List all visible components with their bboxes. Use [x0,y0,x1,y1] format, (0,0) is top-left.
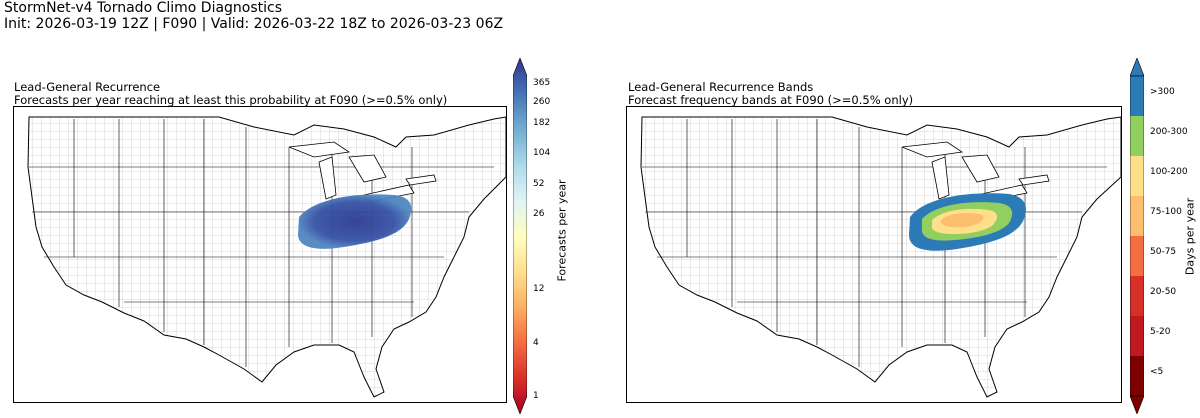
cb-tick-26: 26 [533,209,545,219]
band-100-200: 100-200 [1150,167,1188,177]
state-borders-right [642,119,1107,367]
right-colorbar-label: Days per year [1183,197,1197,276]
right-map [626,106,1122,403]
figure-title: StormNet-v4 Tornado Climo Diagnostics [4,0,283,16]
right-colorbar-ticks: >300 200-300 100-200 75-100 50-75 20-50 … [1145,70,1188,410]
right-panel-title: Lead-General Recurrence Bands Forecast f… [628,81,913,107]
cb-tick-365: 365 [533,78,551,88]
left-panel-title-line2: Forecasts per year reaching at least thi… [14,93,448,107]
left-panel-title: Lead-General Recurrence Forecasts per ye… [14,81,447,107]
great-lakes-right [901,141,1050,203]
band-gt300: >300 [1150,87,1175,97]
cb-tick-1: 1 [533,391,539,401]
right-map-svg [640,116,1121,398]
right-panel-title-line2: Forecast frequency bands at F090 (>=0.5%… [628,93,914,107]
band-75-100: 75-100 [1150,207,1182,217]
left-colorbar-ticks: 365 260 182 104 52 26 12 4 1 [528,78,558,410]
left-colorbar-svg [512,57,528,415]
recurrence-area [298,194,412,249]
cb-tick-12: 12 [533,284,545,294]
band-lt5: <5 [1150,367,1164,377]
band-20-50: 20-50 [1150,287,1177,297]
left-panel-title-line1: Lead-General Recurrence [14,80,161,94]
figure-header: StormNet-v4 Tornado Climo Diagnostics In… [4,0,503,32]
left-map-svg [27,116,506,398]
left-colorbar [512,57,528,415]
right-panel-title-line1: Lead-General Recurrence Bands [628,80,814,94]
band-200-300: 200-300 [1150,127,1188,137]
right-colorbar [1129,57,1145,415]
figure-subtitle: Init: 2026-03-19 12Z | F090 | Valid: 202… [4,16,504,32]
band-50-75: 50-75 [1150,247,1177,257]
cb-tick-260: 260 [533,97,551,107]
left-map [13,106,507,403]
band-5-20: 5-20 [1150,327,1171,337]
cb-tick-182: 182 [533,118,551,128]
right-colorbar-svg [1129,57,1145,415]
frequency-bands [909,193,1027,251]
left-colorbar-label: Forecasts per year [555,179,569,282]
cb-tick-4: 4 [533,338,539,348]
cb-tick-52: 52 [533,179,545,189]
cb-tick-104: 104 [533,148,551,158]
